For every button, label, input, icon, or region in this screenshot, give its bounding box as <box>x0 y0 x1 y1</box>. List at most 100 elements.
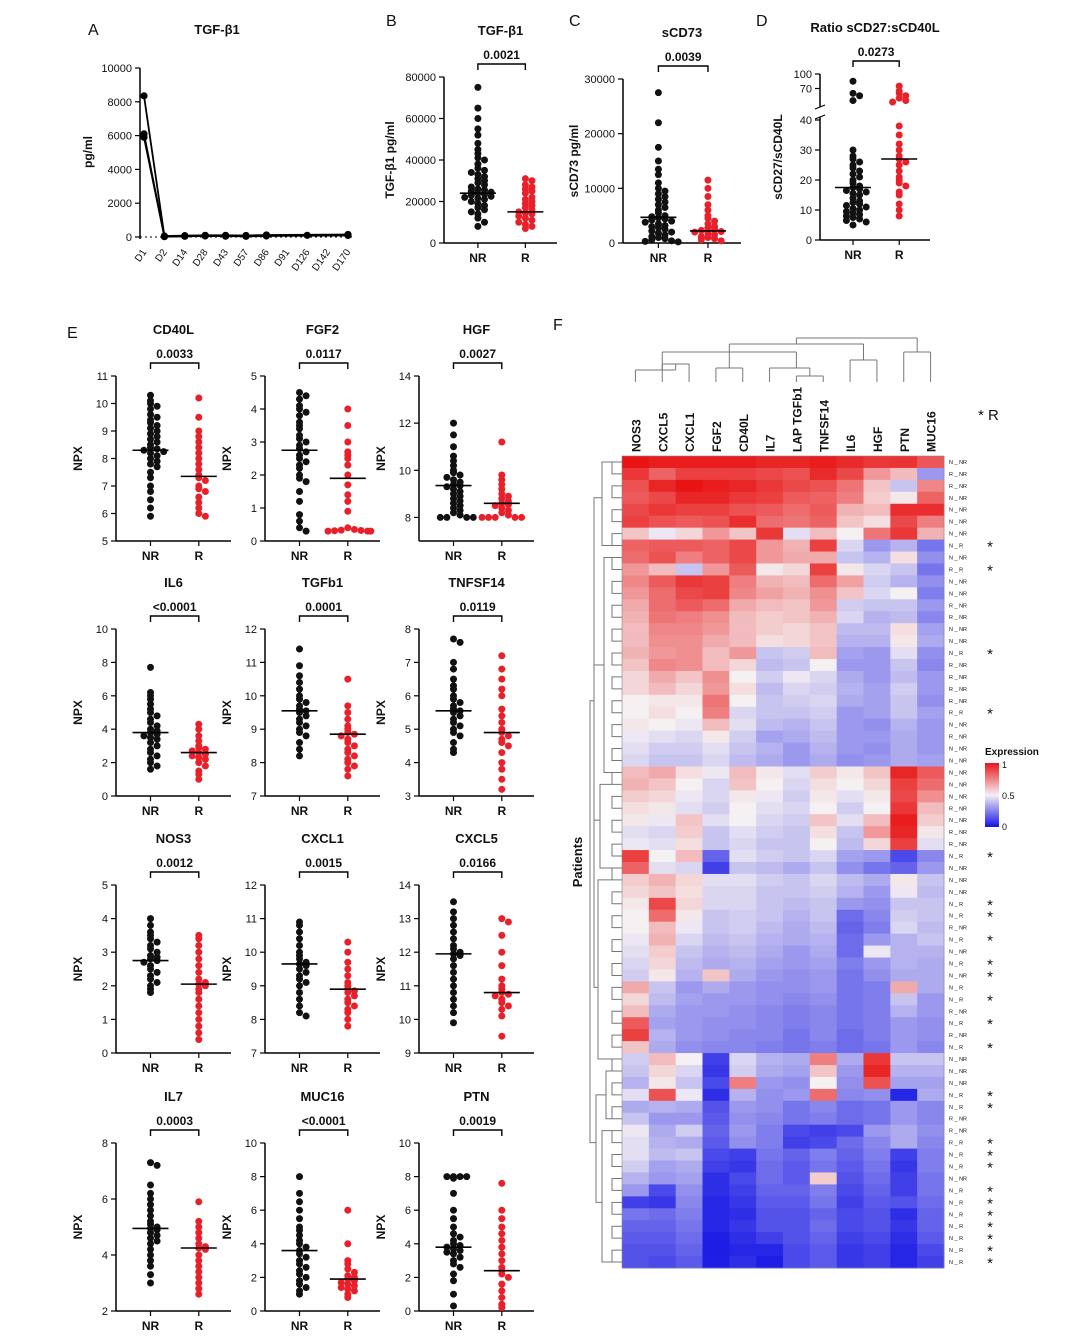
point-r <box>195 1223 203 1231</box>
responder-asterisk: * <box>987 562 993 579</box>
point-r <box>889 98 897 106</box>
heatmap-cell <box>622 1112 650 1126</box>
point-nr <box>654 234 662 242</box>
heatmap-cell <box>622 862 650 875</box>
x-tick-label-nr: NR <box>445 804 463 818</box>
heatmap-cell <box>809 575 838 588</box>
point-nr <box>296 695 303 703</box>
point-r <box>498 1280 506 1288</box>
y-tick-label: 5 <box>102 880 108 892</box>
heatmap-cell <box>863 1244 891 1257</box>
heatmap-cell <box>702 563 730 576</box>
heatmap-cell <box>622 1076 650 1090</box>
heatmap-cell <box>756 503 784 517</box>
point-nr <box>296 1206 303 1214</box>
heatmap-row-label: R _ NR <box>949 484 967 490</box>
heatmap-row-label: R _ NR <box>949 472 967 478</box>
heatmap-cell <box>675 503 703 517</box>
point-nr <box>461 193 469 201</box>
heatmap-cell <box>809 993 838 1006</box>
heatmap-cell <box>702 587 730 600</box>
heatmap-cell <box>863 802 891 815</box>
heatmap-cell <box>675 1065 703 1078</box>
heatmap-cell <box>729 503 757 517</box>
point-r <box>895 146 903 154</box>
heatmap-cell <box>917 1029 945 1042</box>
point-r <box>195 941 203 949</box>
point-nr <box>654 224 662 232</box>
heatmap-cell <box>756 635 784 648</box>
point-r <box>895 179 903 187</box>
column-dendrogram <box>634 337 932 382</box>
dendrogram-branch <box>601 1130 612 1263</box>
x-tick-label-r: R <box>343 1319 352 1333</box>
heatmap-cell <box>917 909 945 923</box>
heatmap-column-label: CD40L <box>737 414 751 452</box>
heatmap-cell <box>890 635 918 648</box>
heatmap-cell <box>675 945 703 958</box>
heatmap-cell <box>622 1160 650 1173</box>
point-nr <box>296 995 303 1003</box>
heatmap-cell <box>890 766 918 779</box>
heatmap-cell <box>809 933 838 946</box>
heatmap-cell <box>648 1172 677 1185</box>
point-r <box>195 962 203 970</box>
heatmap-cell <box>863 1232 891 1245</box>
x-tick-label-r: R <box>497 549 506 563</box>
point-r <box>498 665 506 673</box>
heatmap-cell <box>702 921 730 935</box>
point-r <box>195 413 203 421</box>
heatmap-cell <box>836 706 864 720</box>
point-nr <box>296 935 303 943</box>
point-nr <box>147 496 154 504</box>
y-tick-label: 4 <box>102 1250 108 1262</box>
heatmap-cell <box>890 527 918 540</box>
point-r <box>195 444 203 451</box>
heatmap-cell <box>622 456 650 469</box>
chart-title-nos3: NOS3 <box>156 831 191 846</box>
heatmap-cell <box>809 1160 838 1173</box>
heatmap-cell <box>648 479 677 493</box>
heatmap-cell <box>702 1124 730 1138</box>
heatmap-cell <box>702 599 730 612</box>
point-nr <box>456 1233 464 1241</box>
point-nr <box>147 700 154 708</box>
responder-asterisk: * <box>987 1219 993 1236</box>
x-tick-label-r: R <box>343 549 352 563</box>
heatmap-cell <box>836 659 864 672</box>
point-nr <box>147 965 154 973</box>
point-r <box>344 772 352 780</box>
heatmap-cell <box>622 885 650 899</box>
point-nr <box>862 188 870 196</box>
heatmap-cell <box>783 1029 811 1042</box>
point-r <box>367 527 375 535</box>
point-r <box>498 1250 506 1258</box>
point-r <box>344 1022 352 1030</box>
heatmap-row-label: N _ R <box>949 651 963 657</box>
point-nr <box>450 908 457 916</box>
heatmap-cell <box>783 814 811 827</box>
heatmap-cell <box>675 1232 703 1245</box>
point-nr <box>296 1189 303 1197</box>
point-nr <box>302 1273 310 1281</box>
point-nr <box>450 1277 457 1285</box>
heatmap-row-label: N _ NR <box>949 460 967 466</box>
y-axis-label: NPX <box>374 446 388 471</box>
heatmap-row-label: N _ R <box>949 938 963 944</box>
point-r <box>902 97 910 105</box>
point-nr <box>296 455 303 462</box>
heatmap-cell <box>675 909 703 923</box>
heatmap-cell <box>809 1076 838 1090</box>
y-tick-label: 0 <box>609 238 615 250</box>
y-axis-label: NPX <box>71 1215 85 1240</box>
point-nr <box>849 89 857 97</box>
heatmap-cell <box>622 754 650 767</box>
heatmap-row-label: N _ NR <box>949 1069 967 1075</box>
heatmap-cell <box>890 611 918 624</box>
heatmap-cell <box>702 539 730 552</box>
heatmap-cell <box>756 1041 784 1054</box>
heatmap-cell <box>783 1172 811 1185</box>
dendrogram-branch <box>611 628 622 642</box>
point-r <box>902 158 910 166</box>
responder-asterisk: * <box>987 1100 993 1117</box>
